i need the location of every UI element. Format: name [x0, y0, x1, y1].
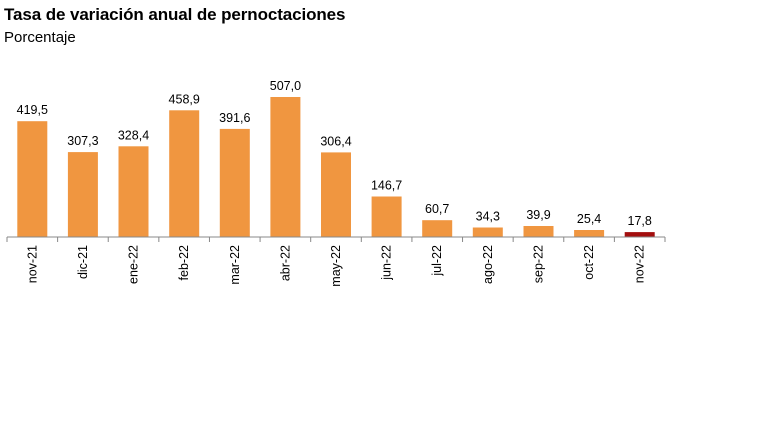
data-label-oct-22: 25,4: [577, 212, 601, 226]
x-tick-label-abr-22: abr-22: [278, 245, 292, 281]
data-label-may-22: 306,4: [320, 134, 351, 148]
bar-nov-21: [17, 121, 48, 237]
bar-ago-22: [472, 227, 503, 237]
bar-jul-22: [422, 220, 453, 237]
bar-may-22: [321, 152, 351, 237]
data-label-nov-22: 17,8: [628, 214, 652, 228]
x-tick-label-nov-22: nov-22: [633, 245, 647, 283]
x-tick-label-feb-22: feb-22: [177, 245, 191, 280]
bar-oct-22: [574, 230, 605, 237]
chart-title: Tasa de variación anual de pernoctacione…: [4, 5, 346, 24]
x-tick-label-may-22: may-22: [329, 245, 343, 287]
data-label-jun-22: 146,7: [371, 179, 402, 193]
x-tick-label-nov-21: nov-21: [25, 245, 39, 283]
bar-ene-22: [118, 146, 149, 237]
bar-jun-22: [371, 196, 402, 237]
x-tick-label-mar-22: mar-22: [228, 245, 242, 285]
bar-sep-22: [523, 226, 554, 237]
x-tick-label-dic-21: dic-21: [76, 245, 90, 279]
data-label-ago-22: 34,3: [476, 210, 500, 224]
data-label-feb-22: 458,9: [169, 92, 200, 106]
data-label-dic-21: 307,3: [67, 134, 98, 148]
bar-mar-22: [219, 128, 250, 237]
bar-feb-22: [169, 110, 200, 237]
bar-dic-21: [67, 152, 98, 237]
x-tick-label-ago-22: ago-22: [481, 245, 495, 284]
data-label-nov-21: 419,5: [17, 103, 48, 117]
x-tick-label-jun-22: jun-22: [380, 245, 394, 281]
data-label-ene-22: 328,4: [118, 128, 149, 142]
x-tick-label-oct-22: oct-22: [582, 245, 596, 280]
x-tick-label-sep-22: sep-22: [532, 245, 546, 283]
data-label-sep-22: 39,9: [526, 208, 550, 222]
data-label-jul-22: 60,7: [425, 202, 449, 216]
bar-nov-22: [624, 232, 655, 237]
x-tick-label-jul-22: jul-22: [430, 245, 444, 277]
chart-subtitle: Porcentaje: [4, 29, 76, 46]
bar-abr-22: [270, 97, 301, 237]
data-label-abr-22: 507,0: [270, 79, 301, 93]
x-tick-label-ene-22: ene-22: [127, 245, 141, 284]
data-label-mar-22: 391,6: [219, 111, 250, 125]
